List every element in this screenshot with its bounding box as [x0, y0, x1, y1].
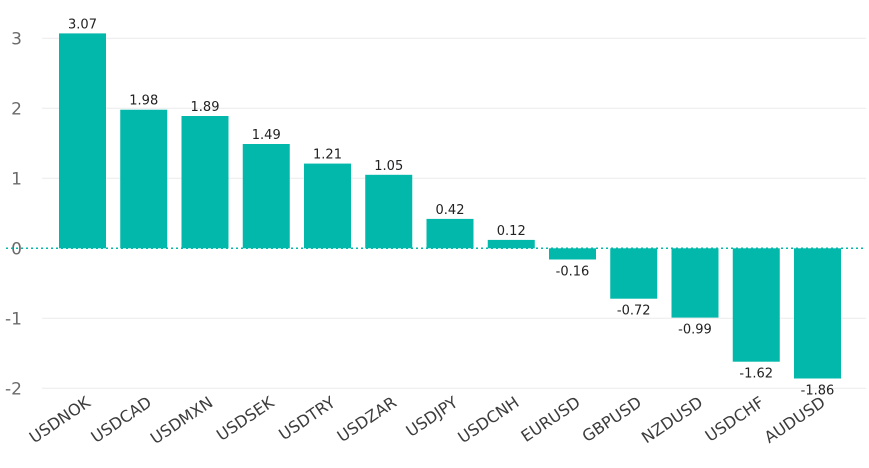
x-tick-label: NZDUSD: [638, 393, 706, 448]
x-tick-label: USDSEK: [213, 392, 278, 444]
y-tick-label: -2: [5, 379, 22, 399]
data-label: 3.07: [68, 17, 97, 32]
x-tick-label: USDMXN: [147, 393, 216, 448]
data-labels: 3.07 1.98 1.89 1.49 1.21 1.05 0.42 0.12 -0.16 -0.…: [68, 17, 834, 398]
bars: [59, 33, 841, 379]
data-label: -0.16: [556, 265, 590, 280]
x-tick-label: GBPUSD: [579, 393, 645, 446]
x-tick-label: USDZAR: [334, 393, 400, 446]
bar-usdcad: [120, 109, 168, 249]
bar-usdtry: [304, 163, 351, 249]
bar-usdmxn: [181, 116, 229, 249]
data-label: 1.89: [191, 100, 220, 115]
data-label: -0.99: [678, 323, 712, 338]
data-label: 0.42: [436, 203, 465, 218]
data-label: -0.72: [617, 304, 651, 319]
data-label: 0.12: [497, 224, 526, 239]
bar-eurusd: [549, 248, 596, 260]
bar-usdcnh: [487, 239, 535, 249]
bar-usdnok: [59, 33, 106, 249]
bar-audusd: [794, 248, 841, 379]
bar-usdchf: [732, 248, 780, 362]
x-tick-label: USDCAD: [87, 393, 155, 447]
y-tick-label: 3: [11, 29, 22, 49]
gridlines: [42, 37, 866, 389]
bar-gbpusd: [610, 248, 658, 299]
data-label: -1.62: [739, 367, 773, 382]
x-tick-label: USDNOK: [26, 392, 94, 447]
data-label: 1.98: [129, 94, 158, 109]
y-tick-label: 1: [11, 169, 22, 189]
x-tick-label: USDCHF: [702, 393, 768, 446]
x-tick-label: USDTRY: [275, 392, 339, 444]
data-label: 1.05: [374, 159, 403, 174]
y-tick-label: 2: [11, 99, 22, 119]
bar-usdjpy: [426, 218, 474, 249]
data-label: -1.86: [801, 384, 835, 399]
y-tick-label: -1: [5, 309, 22, 329]
x-tick-label: USDCNH: [454, 393, 522, 448]
x-tick-label: USDJPY: [403, 392, 462, 440]
data-label: 1.21: [313, 148, 342, 163]
bar-nzdusd: [671, 248, 719, 318]
data-label: 1.49: [252, 128, 281, 143]
y-axis: 3 2 1 0 -1 -2: [5, 29, 22, 399]
x-tick-label: EURUSD: [517, 393, 583, 446]
y-tick-label: 0: [11, 239, 22, 259]
bar-usdsek: [242, 144, 290, 249]
bar-usdzar: [365, 174, 413, 249]
x-tick-label: AUDUSD: [761, 393, 829, 447]
